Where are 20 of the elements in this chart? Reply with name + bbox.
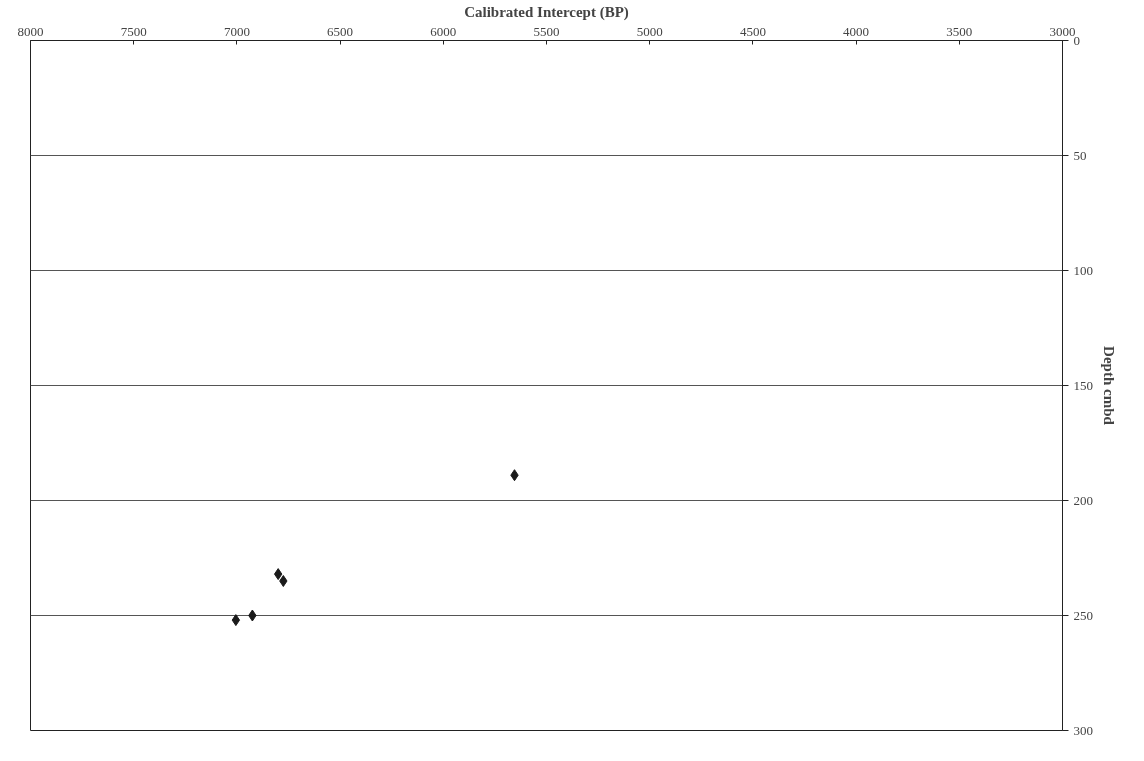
y-axis-title: Depth cmbd bbox=[1101, 346, 1117, 426]
x-tick-label: 4500 bbox=[739, 23, 766, 39]
x-axis-title: Calibrated Intercept (BP) bbox=[464, 3, 629, 21]
y-tick-label: 100 bbox=[1073, 262, 1093, 278]
x-tick-label: 8000 bbox=[17, 23, 44, 39]
point bbox=[279, 575, 288, 587]
y-tick-label: 300 bbox=[1073, 722, 1093, 738]
x-tick-label: 5500 bbox=[533, 23, 560, 39]
x-tick-label: 6500 bbox=[327, 23, 354, 39]
x-tick-label: 5000 bbox=[636, 23, 663, 39]
y-tick-label: 150 bbox=[1073, 377, 1093, 393]
x-tick-label: 4000 bbox=[843, 23, 870, 39]
x-tick-label: 3500 bbox=[946, 23, 973, 39]
x-tick-label: 7500 bbox=[120, 23, 147, 39]
y-tick-label: 250 bbox=[1073, 607, 1093, 623]
point bbox=[231, 614, 241, 627]
x-tick-label: 7000 bbox=[223, 23, 250, 39]
y-tick-label: 50 bbox=[1073, 147, 1087, 163]
y-tick-label: 200 bbox=[1073, 492, 1093, 508]
x-tick-label: 6000 bbox=[430, 23, 457, 39]
